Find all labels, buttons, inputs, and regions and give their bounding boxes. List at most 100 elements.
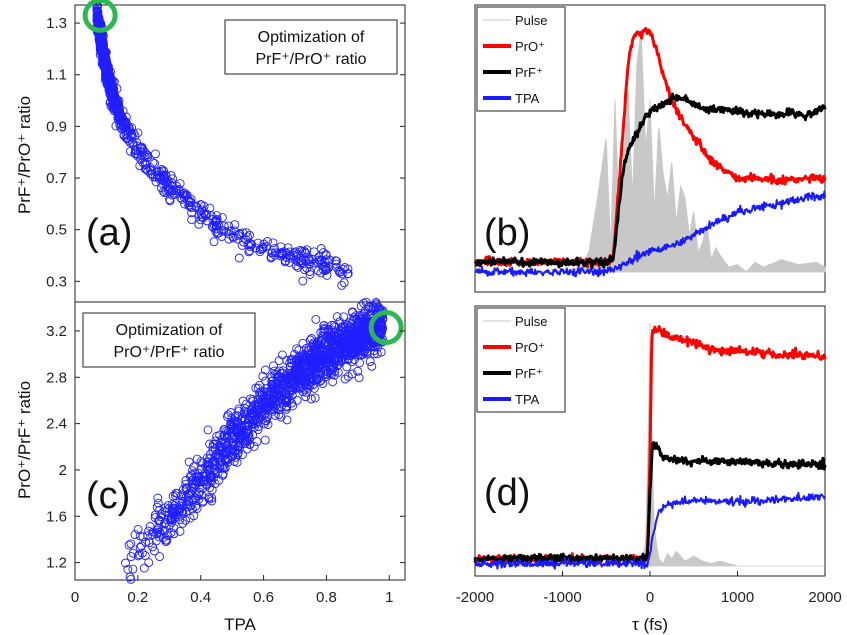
panel-c-xticks: 0 0.2 0.4 0.6 0.8 1 [71,575,393,606]
scatter-point [258,371,268,381]
scatter-point [155,516,165,526]
series-line [474,190,826,278]
scatter-point [291,247,301,257]
scatter-point [178,496,188,506]
scatter-point [159,166,169,176]
scatter-point [286,385,296,395]
scatter-point [223,455,232,465]
scatter-point [219,431,229,441]
scatter-point [135,543,145,552]
scatter-point [143,166,153,176]
scatter-point [100,56,110,66]
scatter-point [354,327,364,337]
scatter-point [136,541,146,551]
scatter-point [100,50,110,59]
scatter-point [333,347,343,357]
scatter-point [259,392,268,402]
legend-label: PrF⁺ [515,366,543,381]
scatter-point [150,172,160,182]
scatter-point [109,106,119,116]
scatter-point [92,16,102,26]
scatter-point [114,107,124,117]
scatter-point [185,200,194,210]
panel-c-annotation-box [82,312,256,368]
scatter-point [240,415,250,425]
scatter-point [269,384,279,394]
scatter-point [98,45,108,55]
scatter-point [306,349,316,358]
scatter-point [291,252,301,262]
scatter-point [346,348,356,358]
scatter-point [230,447,240,457]
xtick-label: 1000 [721,589,754,606]
scatter-point [334,357,344,367]
scatter-point [334,266,344,275]
ytick-label: 0.9 [46,118,67,135]
scatter-point [96,41,105,51]
scatter-point [230,226,240,236]
scatter-point [242,425,252,435]
panel-b-timeseries: Pulse PrO⁺ PrF⁺ TPA (b) [473,4,827,293]
series-line [474,491,826,570]
scatter-point [140,164,150,174]
scatter-point [349,345,359,354]
scatter-point [234,404,244,414]
legend-box [476,6,566,112]
scatter-point [164,504,174,514]
scatter-point [287,390,297,400]
scatter-point [135,531,145,541]
scatter-point [119,118,129,128]
scatter-point [161,535,171,545]
panel-c-xlabel: TPA [224,615,256,634]
scatter-point [282,415,292,425]
scatter-point [324,324,333,334]
scatter-point [139,563,149,573]
scatter-point [166,514,176,524]
scatter-point [355,358,365,368]
panel-d-xticks: -2000 -1000 0 1000 2000 [456,571,842,606]
panel-c-scatter: 1.2 1.6 2 2.4 2.8 3.2 0 0.2 0.4 0.6 0.8 1 Optimiza… [15,297,406,634]
scatter-point [282,356,292,365]
scatter-point [172,181,182,191]
scatter-point [321,353,331,363]
scatter-point [171,491,180,501]
xtick-label: 0 [71,589,79,606]
scatter-point [369,349,379,359]
scatter-point [311,314,321,324]
scatter-point [100,60,110,69]
scatter-point [307,355,316,365]
scatter-point [143,152,153,162]
scatter-point [267,372,277,382]
highlight-circle [82,0,118,33]
scatter-point [216,225,226,235]
scatter-point [121,558,130,568]
scatter-point [104,77,114,87]
scatter-point [209,473,219,483]
panel-c-ylabel: PrO⁺/PrF⁺ ratio [15,381,34,499]
scatter-point [309,354,318,364]
scatter-point [354,320,364,330]
scatter-point [164,183,173,193]
scatter-point [167,181,177,191]
scatter-point [313,341,323,351]
scatter-point [124,540,134,550]
scatter-point [184,490,194,500]
scatter-point [194,210,204,220]
scatter-point [277,350,287,360]
scatter-point [155,505,165,515]
panel-a-annotation-line2: PrF⁺/PrO⁺ ratio [255,51,366,68]
scatter-point [262,237,272,246]
scatter-point [205,483,215,493]
scatter-point [372,349,382,359]
scatter-point [234,406,244,416]
xtick-label: 0.8 [316,589,337,606]
legend-label: PrO⁺ [515,340,545,355]
scatter-point [316,360,326,370]
scatter-point [294,345,304,355]
scatter-point [177,500,187,510]
legend-label: TPA [515,91,540,106]
scatter-point [238,228,248,238]
panel-a-ylabel: PrF⁺/PrO⁺ ratio [15,96,34,214]
series-line [473,441,827,565]
scatter-point [130,530,140,540]
